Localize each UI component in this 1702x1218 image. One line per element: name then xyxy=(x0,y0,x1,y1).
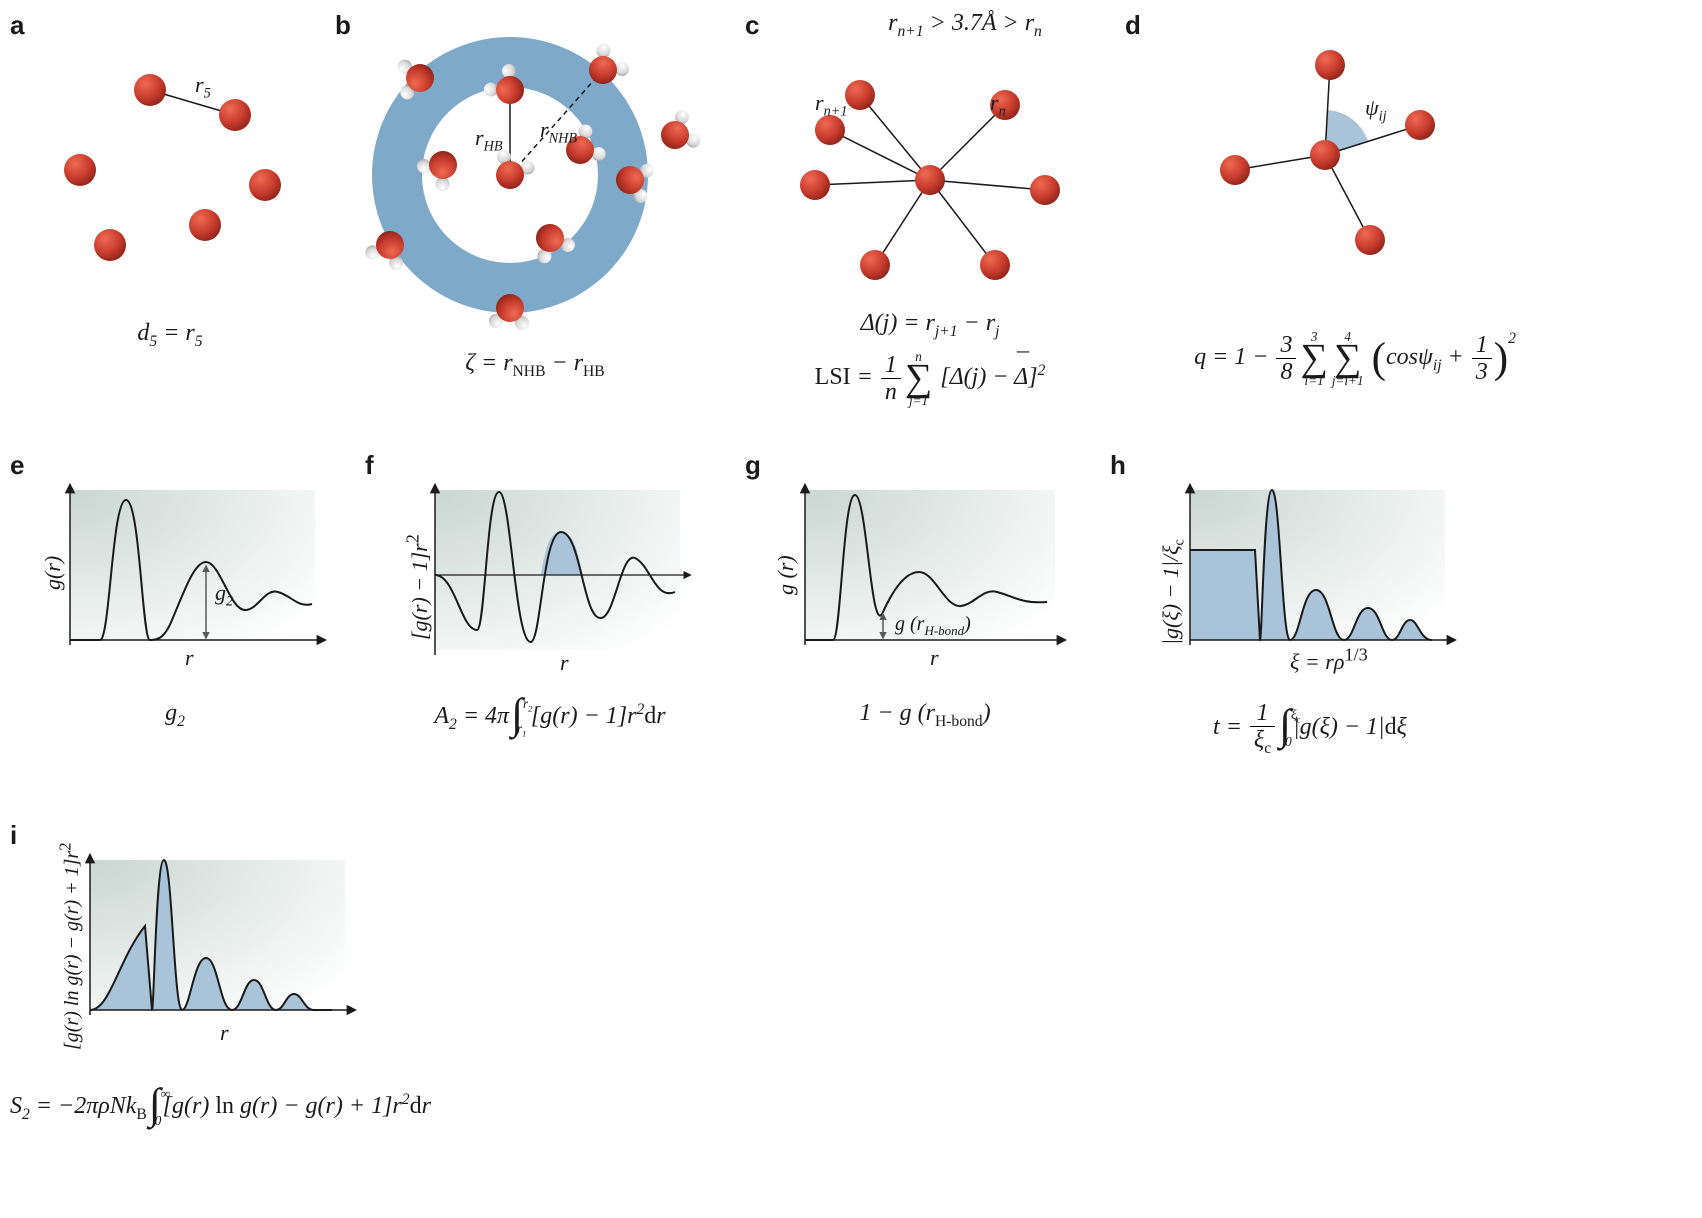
e-caption: g2 xyxy=(10,700,340,731)
panel-f: f [g(r) − 1]r2 r A2 = 4π∫r2r1 [g(r) − 1]… xyxy=(365,450,735,780)
f-ylabel: [g(r) − 1]r2 xyxy=(403,534,433,640)
panel-g: g g (r) r g (rH-bond) 1 − g (rH-bond) xyxy=(745,450,1105,780)
c-rn1-label: rn+1 xyxy=(815,90,848,120)
h-xlabel: ξ = rρ1/3 xyxy=(1290,645,1368,675)
panel-i: i [g(r) ln g(r) − g(r) + 1]r2 r S2 = −2π… xyxy=(10,820,570,1200)
a-r5-label: r5 xyxy=(195,72,211,102)
h-caption: t = 1ξc∫ξc0|g(ξ) − 1|dξ xyxy=(1110,700,1510,757)
panel-a: a r5 d5 = r5 xyxy=(10,10,330,380)
g-xlabel: r xyxy=(930,645,939,671)
panel-label-i: i xyxy=(10,820,17,851)
figure-root: a r5 d5 = r5 b rHB rNHB ζ = rNHB − rHB c… xyxy=(0,0,1702,1218)
panel-label-d: d xyxy=(1125,10,1141,41)
panel-label-g: g xyxy=(745,450,761,481)
panel-c-svg xyxy=(745,40,1115,320)
f-xlabel: r xyxy=(560,650,569,676)
panel-label-h: h xyxy=(1110,450,1126,481)
g-ghb-label: g (rH-bond) xyxy=(895,613,971,639)
panel-label-e: e xyxy=(10,450,24,481)
b-formula: ζ = rNHB − rHB xyxy=(335,350,735,381)
e-g2-label: g2 xyxy=(215,580,233,610)
i-caption: S2 = −2πρNkB∫∞0[g(r) ln g(r) − g(r) + 1]… xyxy=(10,1090,570,1125)
h-ylabel: |g(ξ) − 1|/ξc xyxy=(1158,539,1188,645)
panel-e: e g(r) r g2 g2 xyxy=(10,450,340,780)
panel-e-chart xyxy=(40,480,340,670)
e-ylabel: g(r) xyxy=(40,556,66,590)
c-top: rn+1 > 3.7Å > rn xyxy=(815,10,1115,41)
a-formula: d5 = r5 xyxy=(10,320,330,351)
b-rnhb-label: rNHB xyxy=(540,117,577,147)
panel-label-c: c xyxy=(745,10,759,41)
f-caption: A2 = 4π∫r2r1 [g(r) − 1]r2dr xyxy=(365,700,735,735)
panel-b: b rHB rNHB ζ = rNHB − rHB xyxy=(335,10,735,410)
e-xlabel: r xyxy=(185,645,194,671)
panel-f-chart xyxy=(405,480,715,670)
panel-d-svg xyxy=(1155,30,1495,290)
panel-b-svg xyxy=(335,20,735,340)
c-rn-label: rn xyxy=(990,90,1006,120)
panel-g-chart xyxy=(775,480,1085,670)
g-ylabel: g (r) xyxy=(773,555,799,595)
panel-label-f: f xyxy=(365,450,374,481)
i-ylabel: [g(r) ln g(r) − g(r) + 1]r2 xyxy=(55,842,84,1050)
i-xlabel: r xyxy=(220,1020,229,1046)
d-formula: q = 1 − 383∑i=14∑j=i+1 (cosψij + 13)2 xyxy=(1005,330,1702,387)
panel-a-svg xyxy=(10,30,330,310)
b-rhb-label: rHB xyxy=(475,125,503,155)
g-caption: 1 − g (rH-bond) xyxy=(745,700,1105,731)
panel-h: h |g(ξ) − 1|/ξc ξ = rρ1/3 t = 1ξc∫ξc0|g(… xyxy=(1110,450,1510,780)
d-psi-label: ψij xyxy=(1365,95,1387,125)
panel-h-chart xyxy=(1160,480,1480,670)
panel-d: d ψij q = 1 − 383∑i=14∑j=i+1 (cosψij + 1… xyxy=(1125,10,1685,430)
